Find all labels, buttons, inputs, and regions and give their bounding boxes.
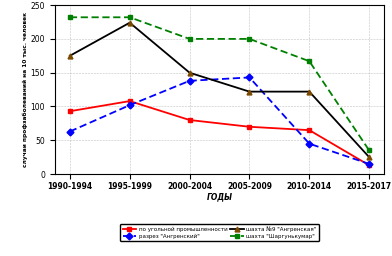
Legend: по угольной промышленности, разрез "Ангренский", шахта №9 "Ангренская", шахта "Ш: по угольной промышленности, разрез "Ангр… <box>120 224 319 241</box>
Y-axis label: случаи профзаболеваний на 10 тыс. человек: случаи профзаболеваний на 10 тыс. челове… <box>23 12 28 167</box>
X-axis label: ГОДЫ: ГОДЫ <box>207 192 232 201</box>
